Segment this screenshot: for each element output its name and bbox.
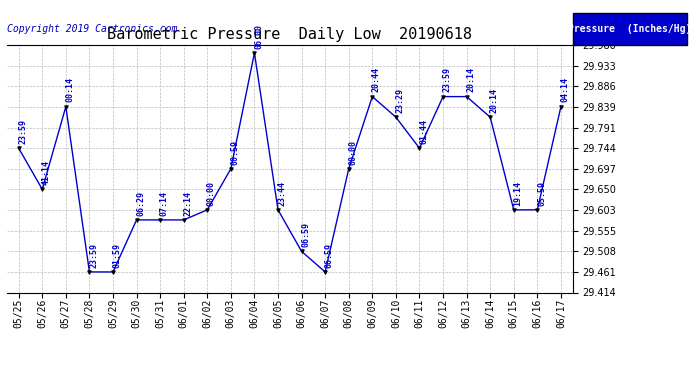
- Text: 22:14: 22:14: [184, 191, 193, 216]
- Text: 19:14: 19:14: [513, 181, 522, 206]
- Point: [84, 269, 95, 275]
- Point: [273, 207, 284, 213]
- Text: 20:44: 20:44: [372, 68, 381, 92]
- Text: 01:59: 01:59: [112, 243, 121, 268]
- Text: 20:14: 20:14: [466, 68, 475, 92]
- Point: [226, 166, 237, 172]
- Text: 41:14: 41:14: [42, 160, 51, 185]
- Point: [249, 50, 260, 56]
- Text: 06:00: 06:00: [254, 24, 263, 49]
- Point: [131, 217, 142, 223]
- Text: 00:59: 00:59: [230, 140, 239, 165]
- Point: [60, 104, 71, 110]
- Text: 07:14: 07:14: [160, 191, 169, 216]
- Point: [461, 94, 472, 100]
- Text: 00:00: 00:00: [207, 181, 216, 206]
- Point: [319, 269, 331, 275]
- Point: [484, 114, 495, 120]
- Text: 04:14: 04:14: [560, 78, 569, 102]
- Text: 23:59: 23:59: [443, 68, 452, 92]
- Text: 20:14: 20:14: [490, 88, 499, 113]
- Point: [13, 145, 24, 151]
- Text: 06:59: 06:59: [325, 243, 334, 268]
- Point: [532, 207, 543, 213]
- Text: 23:59: 23:59: [19, 119, 28, 144]
- Title: Barometric Pressure  Daily Low  20190618: Barometric Pressure Daily Low 20190618: [108, 27, 472, 42]
- Text: 01:44: 01:44: [419, 119, 428, 144]
- Point: [414, 145, 425, 151]
- Text: 06:59: 06:59: [302, 222, 310, 247]
- Point: [391, 114, 402, 120]
- Point: [155, 217, 166, 223]
- Point: [367, 94, 378, 100]
- Text: 06:29: 06:29: [136, 191, 145, 216]
- Point: [108, 269, 119, 275]
- Text: Pressure  (Inches/Hg): Pressure (Inches/Hg): [568, 24, 690, 34]
- Point: [37, 186, 48, 192]
- Point: [201, 207, 213, 213]
- Point: [178, 217, 189, 223]
- Text: 23:29: 23:29: [395, 88, 404, 113]
- Text: 05:59: 05:59: [537, 181, 546, 206]
- Text: 23:44: 23:44: [277, 181, 286, 206]
- Text: 00:00: 00:00: [348, 140, 357, 165]
- Text: 23:59: 23:59: [89, 243, 98, 268]
- Point: [343, 166, 354, 172]
- Text: 00:14: 00:14: [66, 78, 75, 102]
- Point: [437, 94, 448, 100]
- Text: Copyright 2019 Cartronics.com: Copyright 2019 Cartronics.com: [7, 24, 177, 34]
- Point: [509, 207, 520, 213]
- Point: [555, 104, 566, 110]
- Point: [296, 248, 307, 254]
